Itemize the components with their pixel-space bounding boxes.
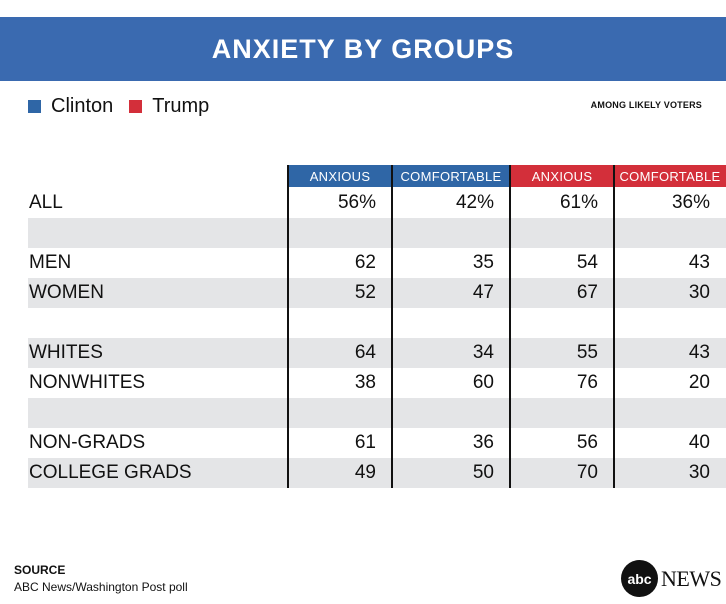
table-cell: 47 — [472, 282, 494, 303]
row-label: NONWHITES — [29, 372, 146, 393]
legend-item-clinton: Clinton — [28, 95, 113, 118]
row-stripe — [28, 218, 726, 248]
table-cell: 76 — [576, 372, 598, 393]
note-likely-voters: AMONG LIKELY VOTERS — [590, 100, 702, 110]
table-cell: 30 — [688, 462, 710, 483]
table-cell: 70 — [576, 462, 598, 483]
column-header-clinton-anxious: ANXIOUS — [288, 165, 392, 187]
table-cell: 40 — [688, 432, 710, 453]
table-cell: 42% — [455, 192, 494, 213]
legend-label-clinton: Clinton — [51, 95, 114, 117]
row-label: NON-GRADS — [29, 432, 146, 453]
table-cell: 36% — [671, 192, 710, 213]
abc-news-logo: abc NEWS — [621, 560, 722, 597]
legend-item-trump: Trump — [129, 95, 209, 118]
legend-label-trump: Trump — [152, 95, 210, 117]
title-bar: ANXIETY BY GROUPS — [0, 17, 726, 81]
table-cell: 64 — [354, 342, 376, 363]
column-header-trump-anxious: ANXIOUS — [510, 165, 614, 187]
column-header-clinton-comfortable: COMFORTABLE — [392, 165, 510, 187]
column-divider — [613, 165, 615, 488]
source-title: SOURCE — [14, 563, 66, 577]
row-stripe — [28, 398, 726, 428]
table-cell: 56 — [576, 432, 598, 453]
row-label: MEN — [29, 252, 72, 273]
row-stripe — [28, 278, 726, 308]
table-cell: 20 — [688, 372, 710, 393]
table-cell: 34 — [472, 342, 494, 363]
table-cell: 50 — [472, 462, 494, 483]
table-cell: 60 — [472, 372, 494, 393]
table-cell: 52 — [354, 282, 376, 303]
table-cell: 43 — [688, 252, 710, 273]
table-cell: 67 — [576, 282, 598, 303]
column-header-trump-comfortable: COMFORTABLE — [614, 165, 726, 187]
legend: Clinton Trump — [28, 95, 225, 118]
table-cell: 54 — [576, 252, 598, 273]
table-cell: 56% — [337, 192, 376, 213]
legend-swatch-clinton — [28, 100, 41, 113]
row-stripe — [28, 338, 726, 368]
table-cell: 55 — [576, 342, 598, 363]
source-text: ABC News/Washington Post poll — [14, 580, 188, 594]
table-cell: 61% — [559, 192, 598, 213]
column-divider — [509, 165, 511, 488]
column-divider — [287, 165, 289, 488]
legend-swatch-trump — [129, 100, 143, 113]
row-label: ALL — [29, 192, 63, 213]
row-label: WHITES — [29, 342, 103, 363]
column-divider — [391, 165, 393, 488]
table-cell: 62 — [354, 252, 376, 273]
table-cell: 35 — [472, 252, 494, 273]
row-label: WOMEN — [29, 282, 104, 303]
row-label: COLLEGE GRADS — [29, 462, 192, 483]
abc-logo-mark: abc — [621, 560, 658, 597]
chart-title: ANXIETY BY GROUPS — [211, 33, 515, 64]
table-cell: 49 — [354, 462, 376, 483]
row-stripe — [28, 458, 726, 488]
table-cell: 30 — [688, 282, 710, 303]
table-cell: 36 — [472, 432, 494, 453]
table-cell: 38 — [354, 372, 376, 393]
table-cell: 61 — [354, 432, 376, 453]
table-cell: 43 — [688, 342, 710, 363]
abc-logo-text: NEWS — [661, 565, 722, 591]
